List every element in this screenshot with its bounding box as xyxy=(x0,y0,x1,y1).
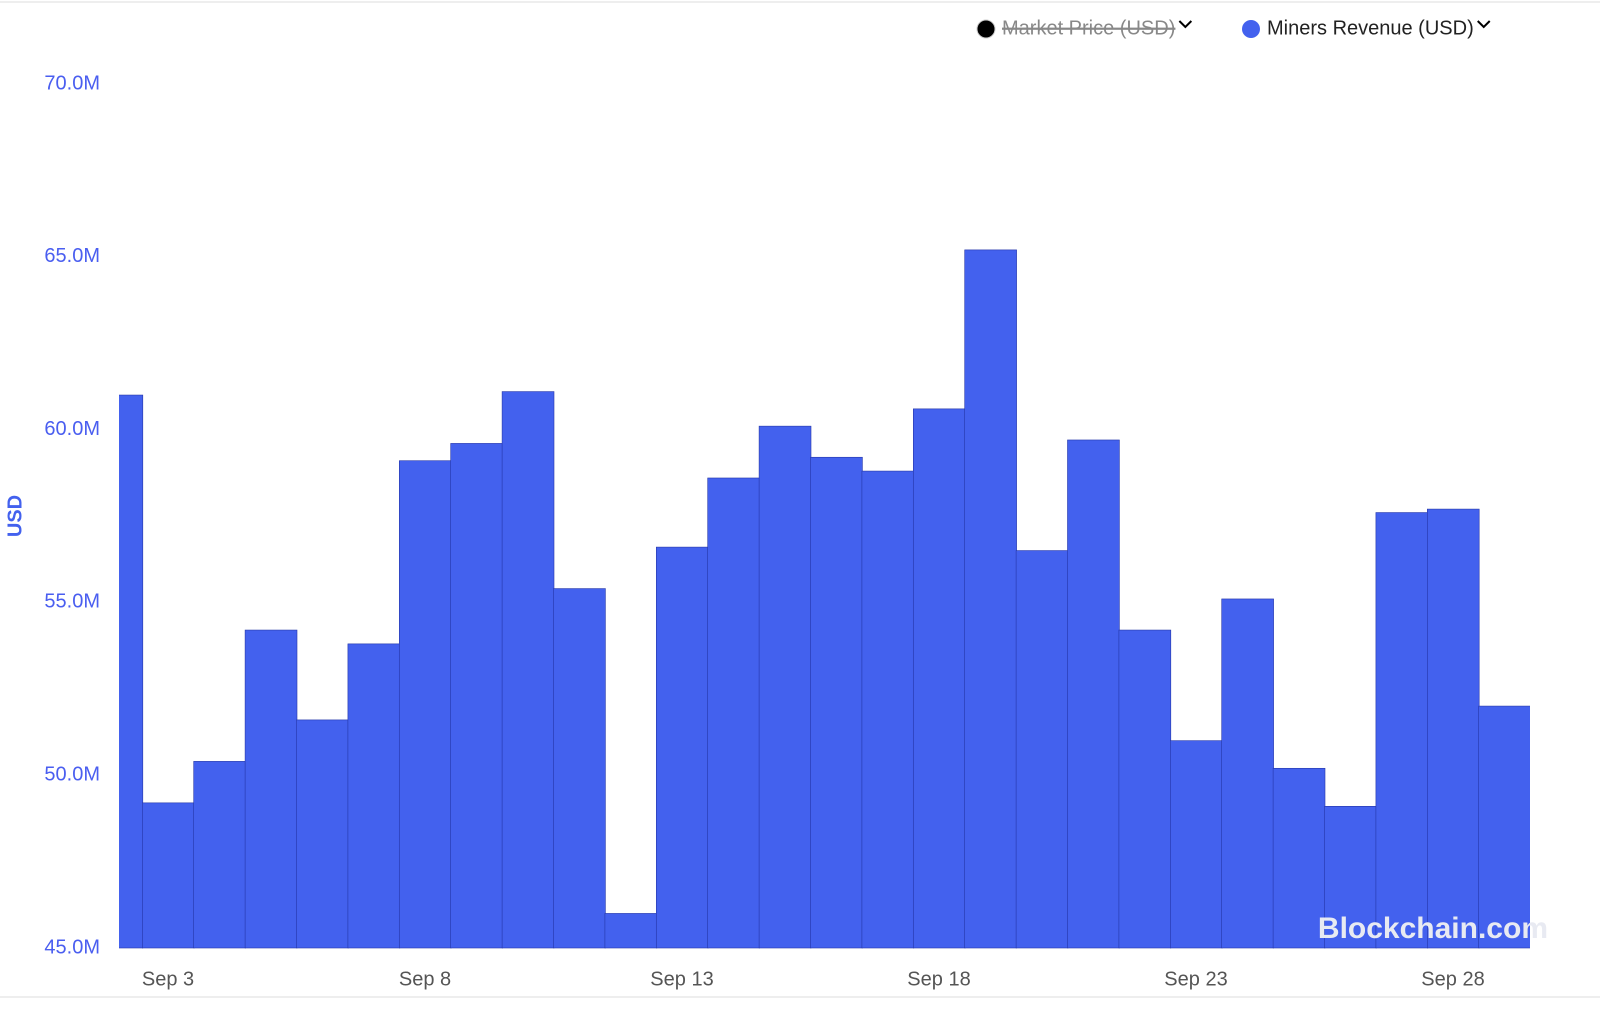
bar xyxy=(758,425,812,949)
y-tick-label: 70.0M xyxy=(44,72,100,94)
watermark: Blockchain.com xyxy=(1318,912,1548,945)
bar xyxy=(1478,705,1530,949)
y-tick-label: 45.0M xyxy=(44,936,100,958)
bar xyxy=(450,443,503,949)
bar xyxy=(119,394,144,949)
x-tick-label: Sep 23 xyxy=(1164,968,1227,990)
y-tick-label: 60.0M xyxy=(44,418,100,440)
bar xyxy=(964,249,1017,949)
legend-marker[interactable] xyxy=(976,19,996,39)
x-tick-label: Sep 18 xyxy=(907,968,970,990)
bar xyxy=(655,546,709,949)
y-tick-label: 65.0M xyxy=(44,245,100,267)
bar xyxy=(1427,508,1480,949)
bar xyxy=(861,470,915,949)
bar xyxy=(1170,740,1223,949)
plot-area xyxy=(119,249,1530,949)
bar xyxy=(1221,598,1274,949)
bar xyxy=(501,391,555,949)
legend-marker[interactable] xyxy=(1242,20,1260,38)
legend-chevron[interactable] xyxy=(1477,20,1491,29)
y-axis-label: USD xyxy=(4,495,26,537)
x-tick-label: Sep 8 xyxy=(399,968,451,990)
bar xyxy=(193,761,246,949)
bar xyxy=(1067,439,1120,949)
y-tick-label: 55.0M xyxy=(44,591,100,613)
x-tick-label: Sep 3 xyxy=(142,968,194,990)
bar xyxy=(244,629,298,949)
bar xyxy=(810,456,863,949)
bar xyxy=(398,460,452,949)
y-tick-label: 50.0M xyxy=(44,763,100,785)
bar xyxy=(296,719,349,949)
bar xyxy=(1272,767,1326,949)
bar xyxy=(142,802,195,949)
bar xyxy=(1118,629,1172,949)
bar xyxy=(1324,806,1377,949)
x-tick-label: Sep 13 xyxy=(650,968,713,990)
x-tick-label: Sep 28 xyxy=(1421,968,1484,990)
bar xyxy=(553,588,606,949)
bar xyxy=(707,477,760,949)
bar xyxy=(1375,512,1429,949)
bar xyxy=(347,643,401,949)
bar xyxy=(912,408,966,949)
legend-chevron[interactable] xyxy=(1178,20,1193,29)
legend-label[interactable]: Miners Revenue (USD) xyxy=(1267,17,1474,39)
bar xyxy=(604,913,658,949)
bar xyxy=(1015,550,1069,949)
